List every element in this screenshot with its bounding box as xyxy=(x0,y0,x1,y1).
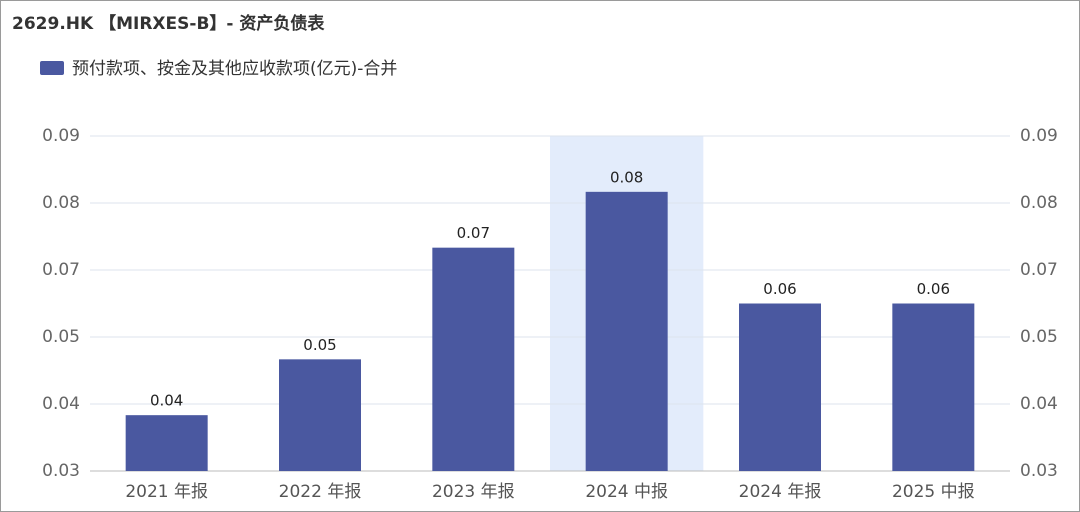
value-label: 0.08 xyxy=(610,168,643,186)
value-label: 0.06 xyxy=(917,280,950,298)
chart-title: 2629.HK 【MIRXES-B】- 资产负债表 xyxy=(12,13,325,34)
x-tick-label: 2021 年报 xyxy=(125,482,208,502)
y2-tick-label: 0.03 xyxy=(1020,461,1058,481)
y-tick-label: 0.04 xyxy=(42,394,80,414)
y-tick-label: 0.07 xyxy=(42,260,80,280)
y-tick-label: 0.08 xyxy=(42,193,80,213)
x-tick-label: 2023 年报 xyxy=(432,482,515,502)
bar xyxy=(585,191,668,472)
y2-tick-label: 0.08 xyxy=(1020,193,1058,213)
y2-tick-label: 0.04 xyxy=(1020,394,1058,414)
y-tick-label: 0.05 xyxy=(42,327,80,347)
value-label: 0.07 xyxy=(457,224,490,242)
value-label: 0.06 xyxy=(763,280,796,298)
y2-tick-label: 0.09 xyxy=(1020,126,1058,146)
y-tick-label: 0.03 xyxy=(42,461,80,481)
bar xyxy=(739,303,821,471)
bar xyxy=(279,359,361,471)
value-label: 0.04 xyxy=(150,392,183,410)
bar xyxy=(892,303,975,471)
value-label: 0.05 xyxy=(303,336,336,354)
x-tick-label: 2025 中报 xyxy=(892,482,975,502)
y2-tick-label: 0.07 xyxy=(1020,260,1058,280)
legend-label: 预付款项、按金及其他应收款项(亿元)-合并 xyxy=(72,59,397,79)
y2-tick-label: 0.05 xyxy=(1020,327,1058,347)
y-tick-label: 0.09 xyxy=(42,126,80,146)
x-tick-label: 2024 中报 xyxy=(585,482,668,502)
bar xyxy=(432,247,515,471)
bar xyxy=(125,415,208,471)
x-tick-label: 2022 年报 xyxy=(279,482,362,502)
legend-swatch xyxy=(40,61,64,75)
x-tick-label: 2024 年报 xyxy=(739,482,822,502)
